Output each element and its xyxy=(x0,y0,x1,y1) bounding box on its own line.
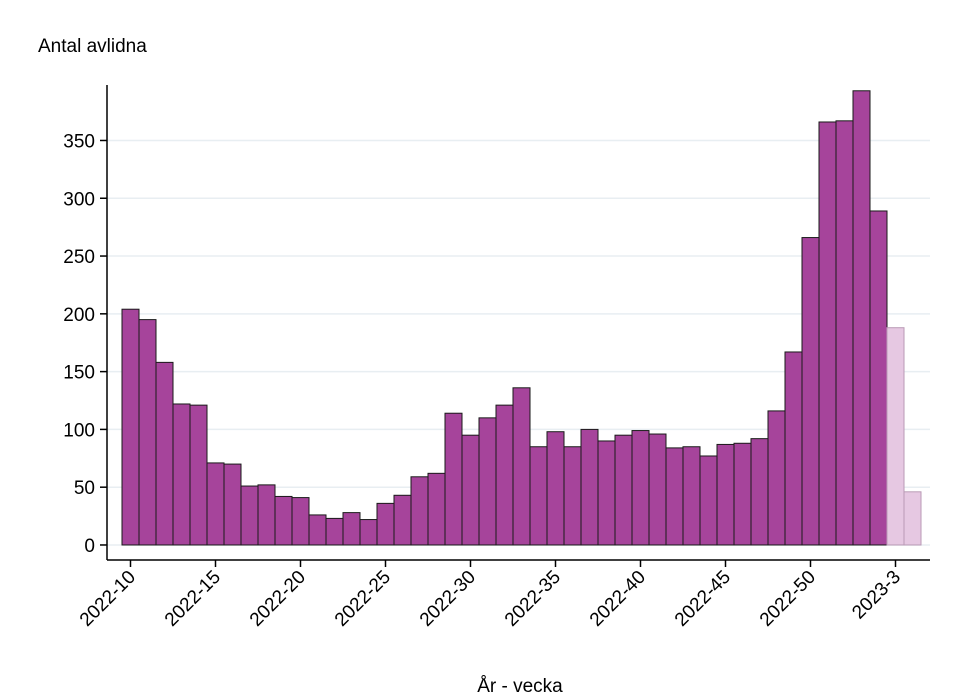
bar xyxy=(427,472,446,546)
bar xyxy=(325,517,344,546)
bar xyxy=(461,434,480,546)
bar xyxy=(291,497,310,546)
bar xyxy=(206,462,225,546)
bar xyxy=(495,404,514,546)
bar xyxy=(546,431,565,546)
bar xyxy=(529,446,548,546)
y-tick-label: 100 xyxy=(63,420,95,441)
bar xyxy=(138,319,157,546)
bar xyxy=(376,502,395,546)
bar xyxy=(121,308,140,546)
bar xyxy=(903,491,922,546)
bar xyxy=(852,90,871,546)
bar xyxy=(784,351,803,546)
bar xyxy=(869,210,888,546)
x-tick-label: 2022-30 xyxy=(416,567,480,631)
bar xyxy=(767,410,786,546)
x-tick-label: 2022-45 xyxy=(671,567,735,631)
bar xyxy=(189,404,208,546)
bar xyxy=(223,463,242,546)
bar xyxy=(308,514,327,546)
bar xyxy=(886,327,905,546)
x-tick-label: 2022-50 xyxy=(756,567,820,631)
bar xyxy=(665,447,684,546)
bar xyxy=(597,440,616,546)
bar xyxy=(359,519,378,546)
bar xyxy=(172,403,191,546)
y-tick-label: 50 xyxy=(74,478,95,499)
bar xyxy=(410,476,429,546)
x-tick-label: 2022-15 xyxy=(161,567,225,631)
x-tick-label: 2022-35 xyxy=(501,567,565,631)
x-tick-label: 2023-3 xyxy=(848,567,905,624)
y-tick-label: 250 xyxy=(63,247,95,268)
bar xyxy=(631,430,650,546)
bar xyxy=(257,484,276,546)
bar xyxy=(614,434,633,546)
bar xyxy=(716,443,735,546)
bar xyxy=(818,121,837,546)
bar xyxy=(580,428,599,546)
y-tick-label: 200 xyxy=(63,305,95,326)
bar xyxy=(563,446,582,546)
bar xyxy=(240,485,259,546)
bar xyxy=(682,446,701,546)
bar xyxy=(733,442,752,546)
x-tick-label: 2022-20 xyxy=(246,567,310,631)
y-tick-label: 350 xyxy=(63,131,95,152)
y-tick-label: 0 xyxy=(84,536,95,557)
bar xyxy=(750,438,769,546)
bar xyxy=(444,412,463,546)
bar xyxy=(648,433,667,546)
x-tick-label: 2022-40 xyxy=(586,567,650,631)
bar xyxy=(342,512,361,546)
bar xyxy=(155,361,174,546)
bar xyxy=(512,387,531,546)
bar xyxy=(478,417,497,546)
y-tick-label: 150 xyxy=(63,363,95,384)
bar xyxy=(274,495,293,546)
y-axis-title: Antal avlidna xyxy=(38,36,147,57)
x-tick-label: 2022-25 xyxy=(331,567,395,631)
x-tick-label: 2022-10 xyxy=(76,567,140,631)
y-tick-label: 300 xyxy=(63,189,95,210)
x-axis-title: År - vecka xyxy=(477,676,563,697)
bar xyxy=(699,455,718,546)
bar xyxy=(393,494,412,546)
bar xyxy=(835,120,854,546)
bar xyxy=(801,237,820,546)
